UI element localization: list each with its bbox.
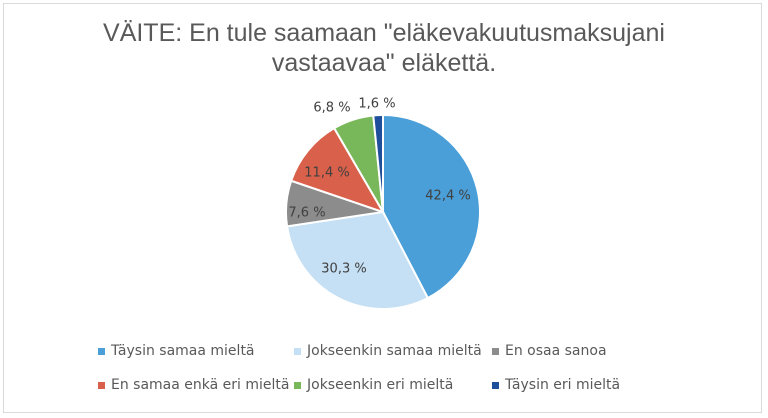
legend-item: Täysin eri mieltä [492, 377, 620, 393]
legend-item: En samaa enkä eri mieltä [98, 377, 289, 393]
legend-label: En osaa sanoa [505, 343, 607, 359]
data-label: 42,4 % [425, 189, 470, 204]
data-label: 30,3 % [321, 262, 366, 277]
pie-slice [372, 113, 384, 213]
legend-item: Jokseenkin eri mieltä [294, 377, 453, 393]
legend-swatch [98, 347, 105, 355]
legend-label: Jokseenkin eri mieltä [307, 377, 454, 393]
legend-label: Jokseenkin samaa mieltä [307, 343, 482, 359]
legend-item: Jokseenkin samaa mieltä [294, 343, 482, 359]
legend-label: Täysin samaa mieltä [111, 343, 255, 359]
pie-slice [289, 126, 386, 214]
data-label: 7,6 % [288, 206, 325, 221]
chart-title-line-1: VÄITE: En tule saamaan "eläkevakuutusmak… [103, 19, 665, 47]
data-label: 1,6 % [358, 97, 395, 112]
chart-title-line-2: vastaavaa" eläkettä. [271, 49, 497, 77]
data-label: 11,4 % [304, 166, 349, 181]
pie-slice [382, 113, 481, 300]
pie-slice [285, 210, 430, 310]
legend-label: En samaa enkä eri mieltä [111, 377, 290, 393]
legend-swatch [294, 381, 301, 389]
data-label: 6,8 % [313, 101, 350, 116]
legend-swatch [492, 347, 499, 355]
chart-title: VÄITE: En tule saamaan "eläkevakuutusmak… [0, 18, 768, 78]
legend-item: En osaa sanoa [492, 343, 607, 359]
legend-label: Täysin eri mieltä [505, 377, 621, 393]
legend-swatch [492, 381, 499, 389]
legend-swatch [294, 347, 301, 355]
legend-item: Täysin samaa mieltä [98, 343, 255, 359]
legend-swatch [98, 381, 105, 389]
